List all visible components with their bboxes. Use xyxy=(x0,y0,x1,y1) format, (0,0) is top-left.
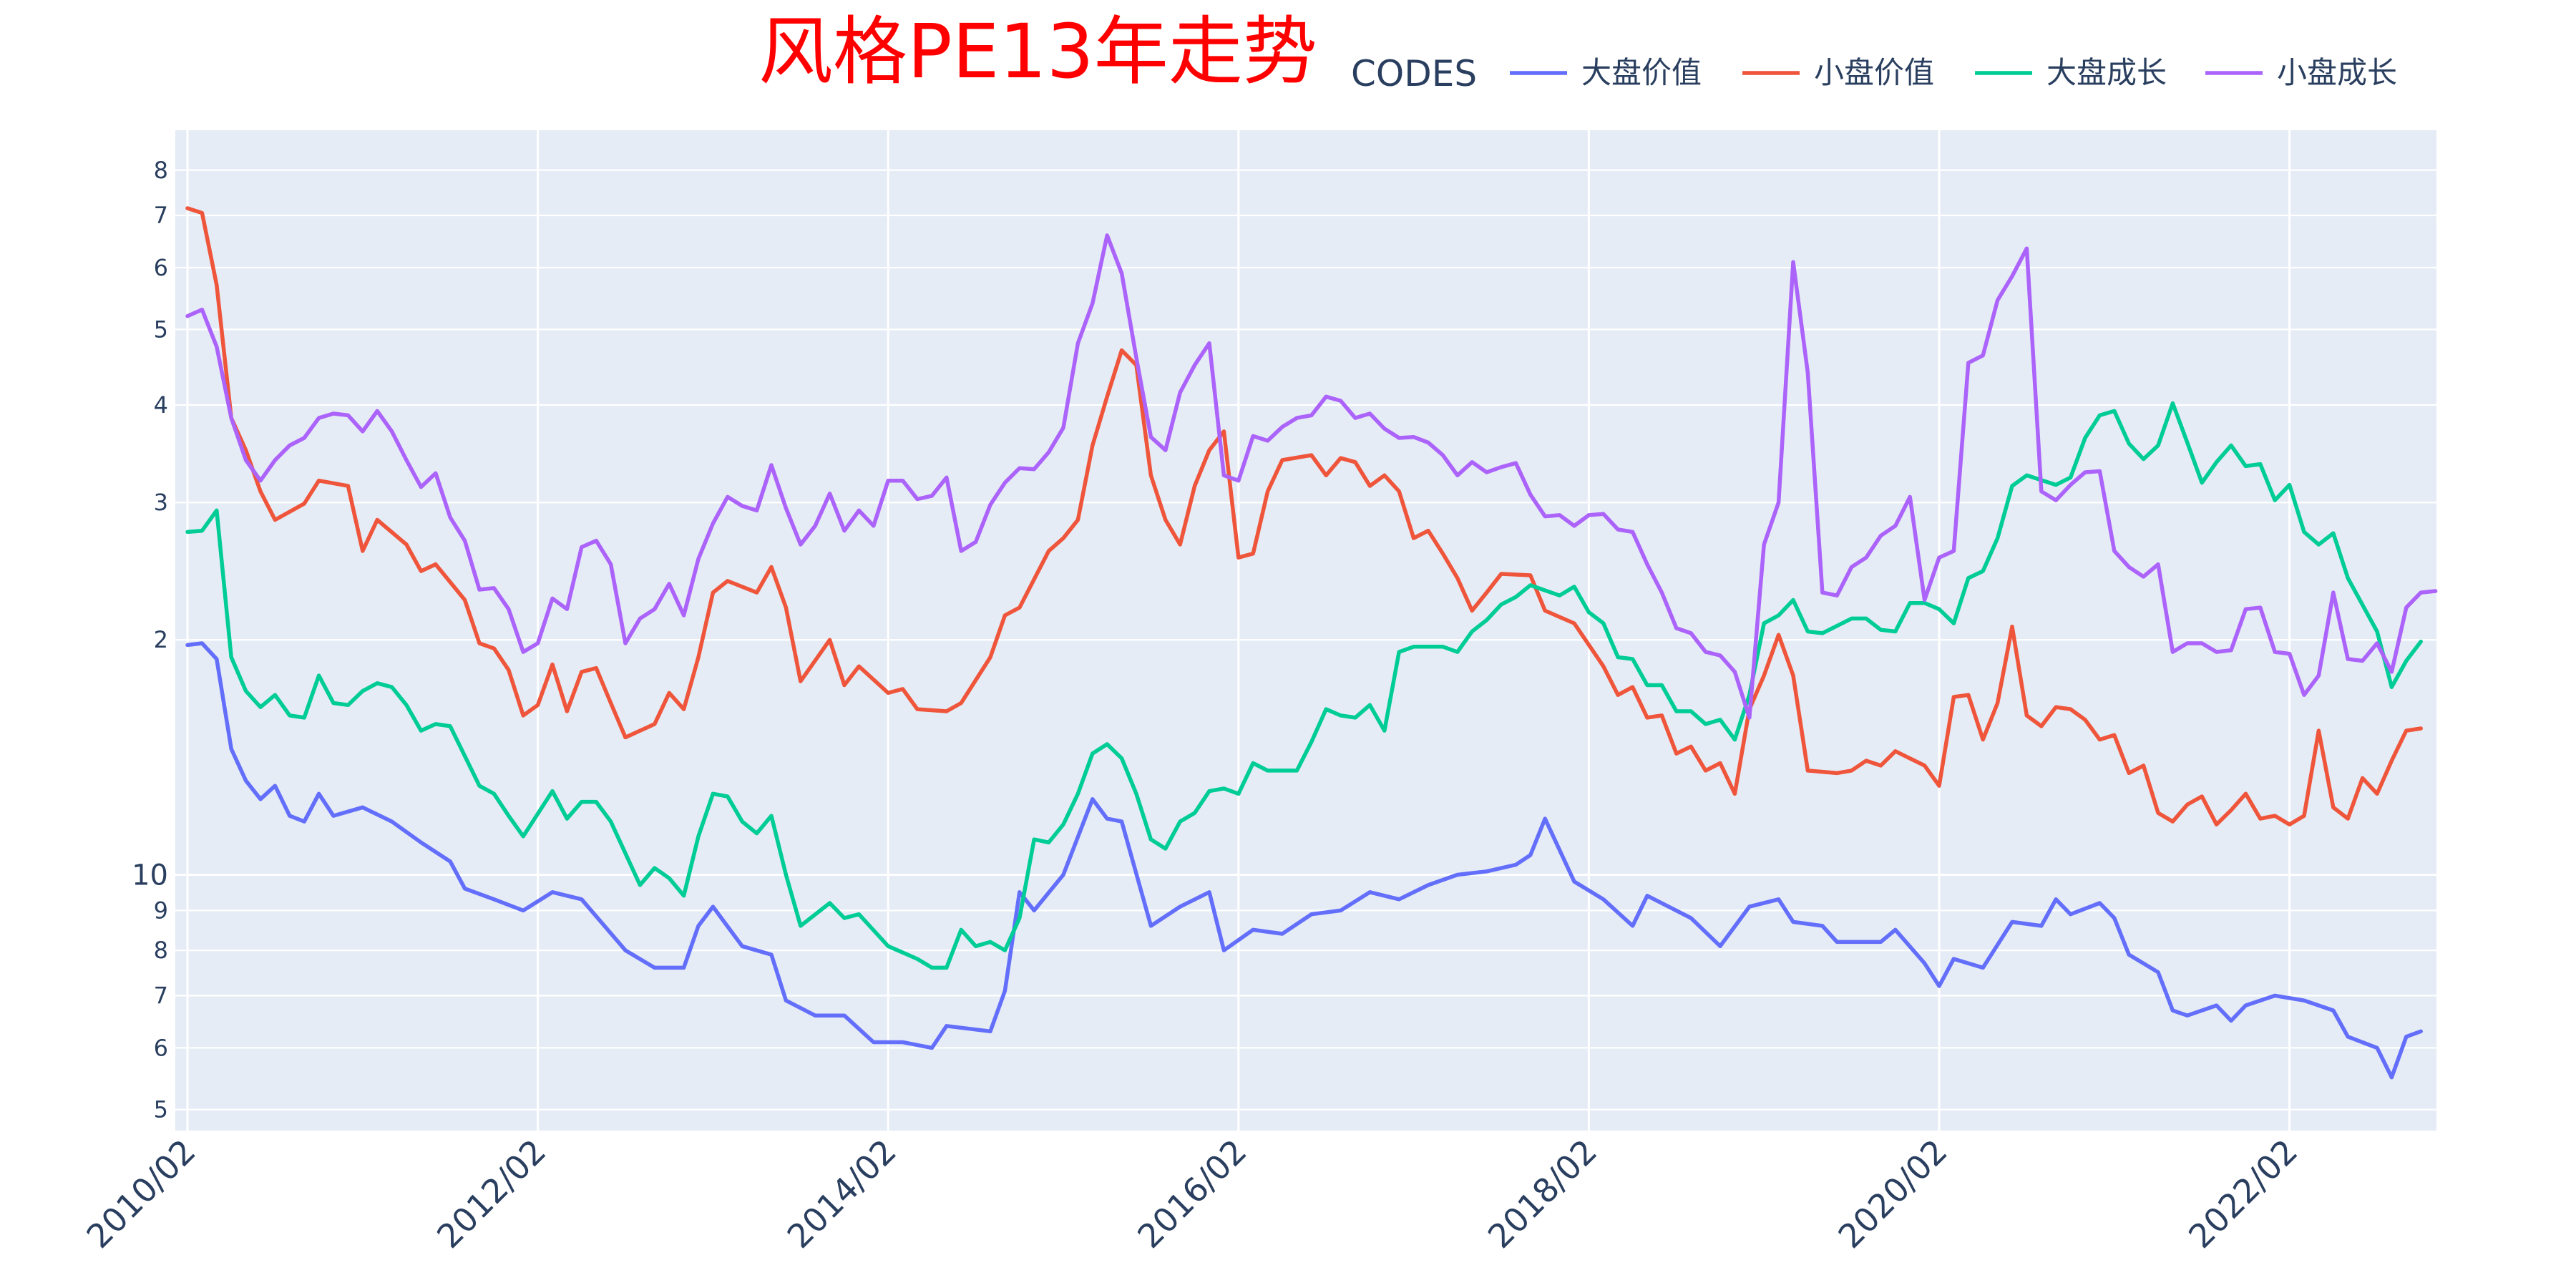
legend-label: 大盘成长 xyxy=(2046,55,2167,90)
legend-item-1[interactable]: 大盘价值 xyxy=(1510,55,1702,90)
y-tick-label: 5 xyxy=(154,316,168,343)
x-tick-label: 2022/02 xyxy=(2181,1132,2305,1256)
y-tick-label: 6 xyxy=(154,254,168,281)
legend[interactable]: CODES 大盘价值 小盘价值 大盘成长 小盘成长 xyxy=(1351,53,2397,94)
y-tick-label: 7 xyxy=(154,202,168,229)
chart-title: 风格PE13年走势 xyxy=(758,8,1317,95)
legend-item-4[interactable]: 小盘成长 xyxy=(2205,55,2397,90)
x-tick-label: 2016/02 xyxy=(1130,1132,1254,1256)
x-tick-label: 2018/02 xyxy=(1480,1132,1604,1256)
y-tick-label: 2 xyxy=(154,626,168,653)
y-tick-label: 6 xyxy=(154,1034,168,1061)
y-tick-label: 3 xyxy=(154,489,168,516)
x-tick-label: 2010/02 xyxy=(79,1132,203,1256)
legend-item-2[interactable]: 小盘价值 xyxy=(1742,55,1934,90)
x-tick-label: 2014/02 xyxy=(780,1132,904,1256)
legend-item-3[interactable]: 大盘成长 xyxy=(1975,55,2167,90)
legend-title: CODES xyxy=(1351,53,1477,94)
legend-label: 大盘价值 xyxy=(1581,55,1702,90)
y-axis: 5 6 7 8 9 10 2 3 4 5 6 7 8 xyxy=(132,157,168,1123)
legend-label: 小盘价值 xyxy=(1814,55,1934,90)
x-tick-label: 2012/02 xyxy=(429,1132,553,1256)
y-tick-label: 4 xyxy=(154,391,168,419)
legend-label: 小盘成长 xyxy=(2277,55,2397,90)
x-axis: 2010/02 2012/02 2014/02 2016/02 2018/02 2020/… xyxy=(79,1132,2305,1256)
y-tick-label: 7 xyxy=(154,982,168,1009)
y-tick-label: 10 xyxy=(132,859,168,892)
y-tick-label: 5 xyxy=(154,1096,168,1123)
y-tick-label: 9 xyxy=(154,897,168,924)
legend-items[interactable]: 大盘价值 小盘价值 大盘成长 小盘成长 xyxy=(1510,55,2397,90)
y-tick-label: 8 xyxy=(154,937,168,964)
x-tick-label: 2020/02 xyxy=(1830,1132,1954,1256)
y-tick-label: 8 xyxy=(154,157,168,184)
